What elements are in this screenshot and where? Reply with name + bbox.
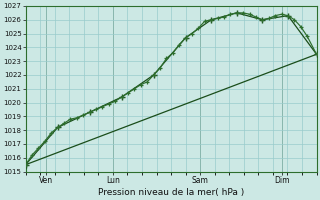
X-axis label: Pression niveau de la mer( hPa ): Pression niveau de la mer( hPa ): [98, 188, 244, 197]
